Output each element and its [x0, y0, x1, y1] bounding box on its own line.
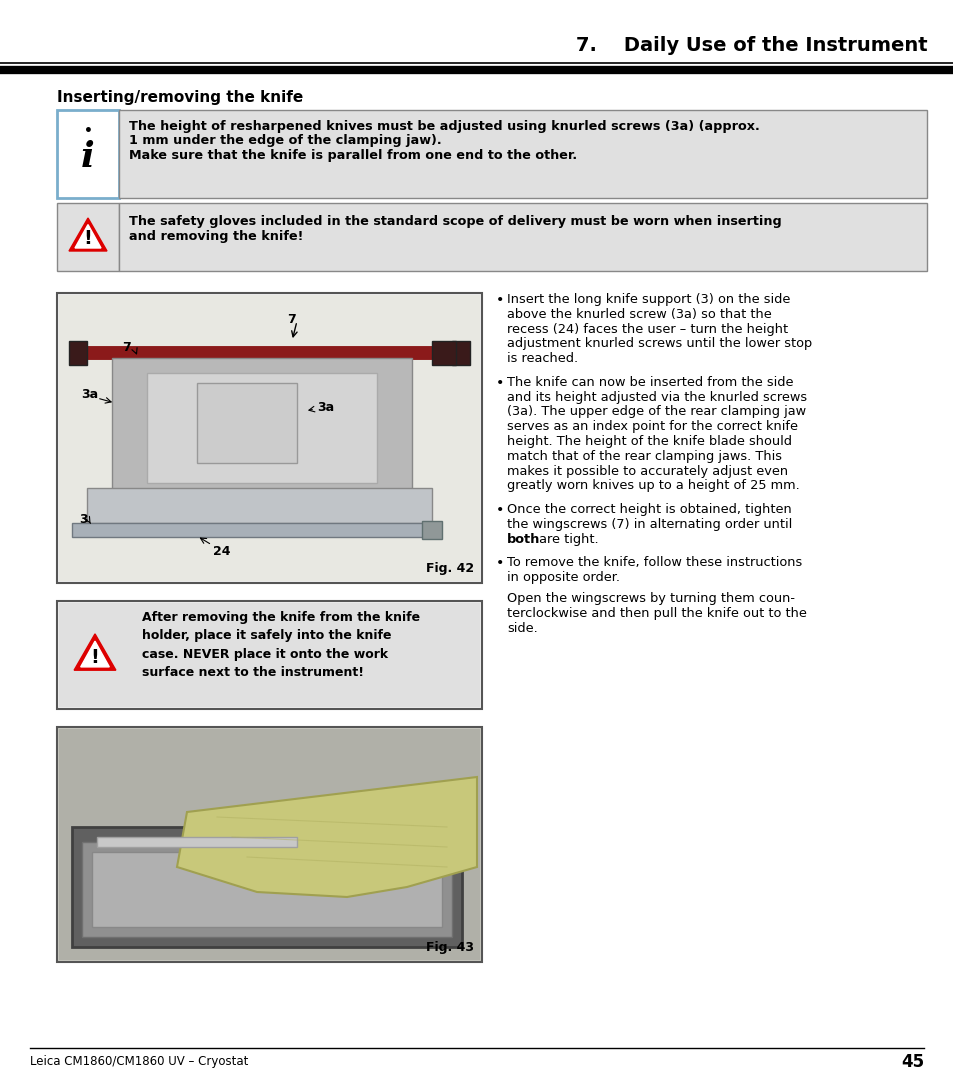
Text: Fig. 42: Fig. 42: [425, 562, 474, 575]
Text: 3a: 3a: [81, 388, 98, 401]
Text: Make sure that the knife is parallel from one end to the other.: Make sure that the knife is parallel fro…: [129, 149, 577, 162]
Bar: [119, 203, 926, 271]
Text: Inserting/removing the knife: Inserting/removing the knife: [57, 90, 303, 105]
Text: •: •: [496, 503, 504, 517]
Bar: [57, 203, 119, 271]
Bar: [119, 110, 926, 198]
Text: match that of the rear clamping jaws. This: match that of the rear clamping jaws. Th…: [506, 450, 781, 463]
Text: •: •: [496, 293, 504, 307]
Polygon shape: [69, 218, 107, 251]
Text: Fig. 43: Fig. 43: [426, 941, 474, 954]
Bar: [82, 842, 452, 937]
Text: the wingscrews (7) in alternating order until: the wingscrews (7) in alternating order …: [506, 518, 791, 531]
Text: Once the correct height is obtained, tighten: Once the correct height is obtained, tig…: [506, 503, 791, 516]
Text: To remove the knife, follow these instructions: To remove the knife, follow these instru…: [506, 556, 801, 569]
Text: 7.    Daily Use of the Instrument: 7. Daily Use of the Instrument: [576, 36, 927, 55]
Text: greatly worn knives up to a height of 25 mm.: greatly worn knives up to a height of 25…: [506, 480, 799, 492]
Text: recess (24) faces the user – turn the height: recess (24) faces the user – turn the he…: [506, 323, 787, 336]
Text: 7: 7: [123, 341, 132, 354]
Polygon shape: [177, 777, 476, 897]
Polygon shape: [74, 634, 115, 671]
Text: terclockwise and then pull the knife out to the: terclockwise and then pull the knife out…: [506, 607, 806, 620]
Text: 3a: 3a: [316, 401, 334, 414]
Text: The height of resharpened knives must be adjusted using knurled screws (3a) (app: The height of resharpened knives must be…: [129, 120, 759, 133]
Text: •: •: [84, 124, 92, 138]
Text: The safety gloves included in the standard scope of delivery must be worn when i: The safety gloves included in the standa…: [129, 215, 781, 228]
Bar: [196, 383, 296, 463]
Text: The knife can now be inserted from the side: The knife can now be inserted from the s…: [506, 376, 793, 389]
Text: 7: 7: [287, 313, 296, 326]
Text: (3a). The upper edge of the rear clamping jaw: (3a). The upper edge of the rear clampin…: [506, 405, 805, 418]
Bar: [57, 600, 481, 708]
Bar: [91, 852, 441, 927]
Text: After removing the knife from the knife
holder, place it safely into the knife
c: After removing the knife from the knife …: [142, 611, 419, 679]
Text: both: both: [506, 532, 539, 545]
Text: are tight.: are tight.: [535, 532, 598, 545]
Bar: [97, 837, 296, 847]
Text: !: !: [91, 648, 99, 666]
Text: Open the wingscrews by turning them coun-: Open the wingscrews by turning them coun…: [506, 592, 794, 605]
Bar: [452, 341, 470, 365]
Text: serves as an index point for the correct knife: serves as an index point for the correct…: [506, 420, 797, 433]
Bar: [59, 603, 479, 707]
Text: height. The height of the knife blade should: height. The height of the knife blade sh…: [506, 435, 791, 448]
Bar: [57, 727, 481, 962]
Text: side.: side.: [506, 622, 537, 635]
Text: makes it possible to accurately adjust even: makes it possible to accurately adjust e…: [506, 464, 787, 477]
Bar: [421, 521, 441, 539]
Text: 45: 45: [900, 1053, 923, 1071]
Text: in opposite order.: in opposite order.: [506, 571, 619, 584]
Text: 1 mm under the edge of the clamping jaw).: 1 mm under the edge of the clamping jaw)…: [129, 134, 441, 147]
Bar: [59, 295, 479, 581]
Text: Leica CM1860/CM1860 UV – Cryostat: Leica CM1860/CM1860 UV – Cryostat: [30, 1055, 248, 1068]
Text: •: •: [496, 376, 504, 390]
Bar: [57, 110, 119, 198]
Bar: [59, 729, 479, 960]
Text: i: i: [81, 140, 94, 174]
Bar: [147, 373, 376, 483]
Text: and removing the knife!: and removing the knife!: [129, 230, 303, 243]
Text: !: !: [84, 229, 92, 248]
Text: is reached.: is reached.: [506, 352, 578, 365]
Text: above the knurled screw (3a) so that the: above the knurled screw (3a) so that the: [506, 308, 771, 321]
Bar: [112, 357, 412, 498]
Bar: [87, 488, 432, 523]
Bar: [432, 341, 456, 365]
Text: 3: 3: [79, 513, 88, 526]
Bar: [69, 341, 87, 365]
Bar: [71, 523, 427, 537]
Polygon shape: [81, 642, 110, 666]
Text: and its height adjusted via the knurled screws: and its height adjusted via the knurled …: [506, 391, 806, 404]
Text: adjustment knurled screws until the lower stop: adjustment knurled screws until the lowe…: [506, 337, 811, 350]
Bar: [71, 827, 461, 947]
Text: 24: 24: [213, 545, 231, 558]
Text: Insert the long knife support (3) on the side: Insert the long knife support (3) on the…: [506, 293, 789, 306]
Polygon shape: [75, 225, 101, 248]
Text: •: •: [496, 556, 504, 570]
Bar: [57, 293, 481, 583]
